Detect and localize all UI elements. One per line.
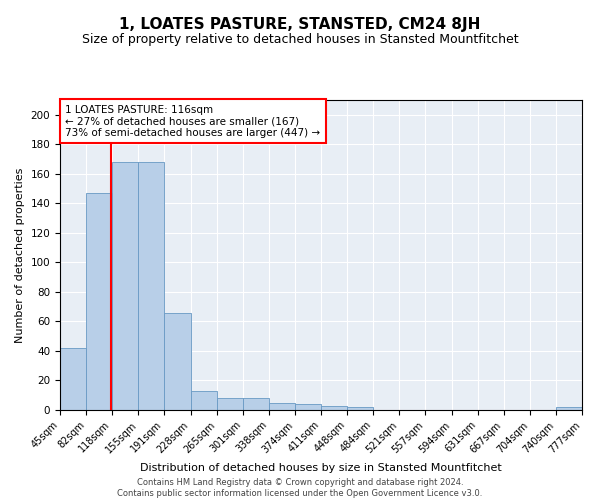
Bar bbox=[217, 398, 242, 410]
Bar bbox=[191, 391, 217, 410]
Bar bbox=[112, 162, 139, 410]
Bar bbox=[139, 162, 164, 410]
Bar bbox=[269, 402, 295, 410]
Bar bbox=[242, 398, 269, 410]
Bar bbox=[321, 406, 347, 410]
Text: 1, LOATES PASTURE, STANSTED, CM24 8JH: 1, LOATES PASTURE, STANSTED, CM24 8JH bbox=[119, 18, 481, 32]
Bar bbox=[295, 404, 321, 410]
Bar bbox=[60, 348, 86, 410]
Bar bbox=[556, 407, 582, 410]
Bar bbox=[164, 312, 191, 410]
Y-axis label: Number of detached properties: Number of detached properties bbox=[15, 168, 25, 342]
Text: Size of property relative to detached houses in Stansted Mountfitchet: Size of property relative to detached ho… bbox=[82, 32, 518, 46]
Bar bbox=[86, 193, 112, 410]
Text: 1 LOATES PASTURE: 116sqm
← 27% of detached houses are smaller (167)
73% of semi-: 1 LOATES PASTURE: 116sqm ← 27% of detach… bbox=[65, 104, 320, 138]
Text: Contains HM Land Registry data © Crown copyright and database right 2024.
Contai: Contains HM Land Registry data © Crown c… bbox=[118, 478, 482, 498]
Bar bbox=[347, 407, 373, 410]
X-axis label: Distribution of detached houses by size in Stansted Mountfitchet: Distribution of detached houses by size … bbox=[140, 463, 502, 473]
